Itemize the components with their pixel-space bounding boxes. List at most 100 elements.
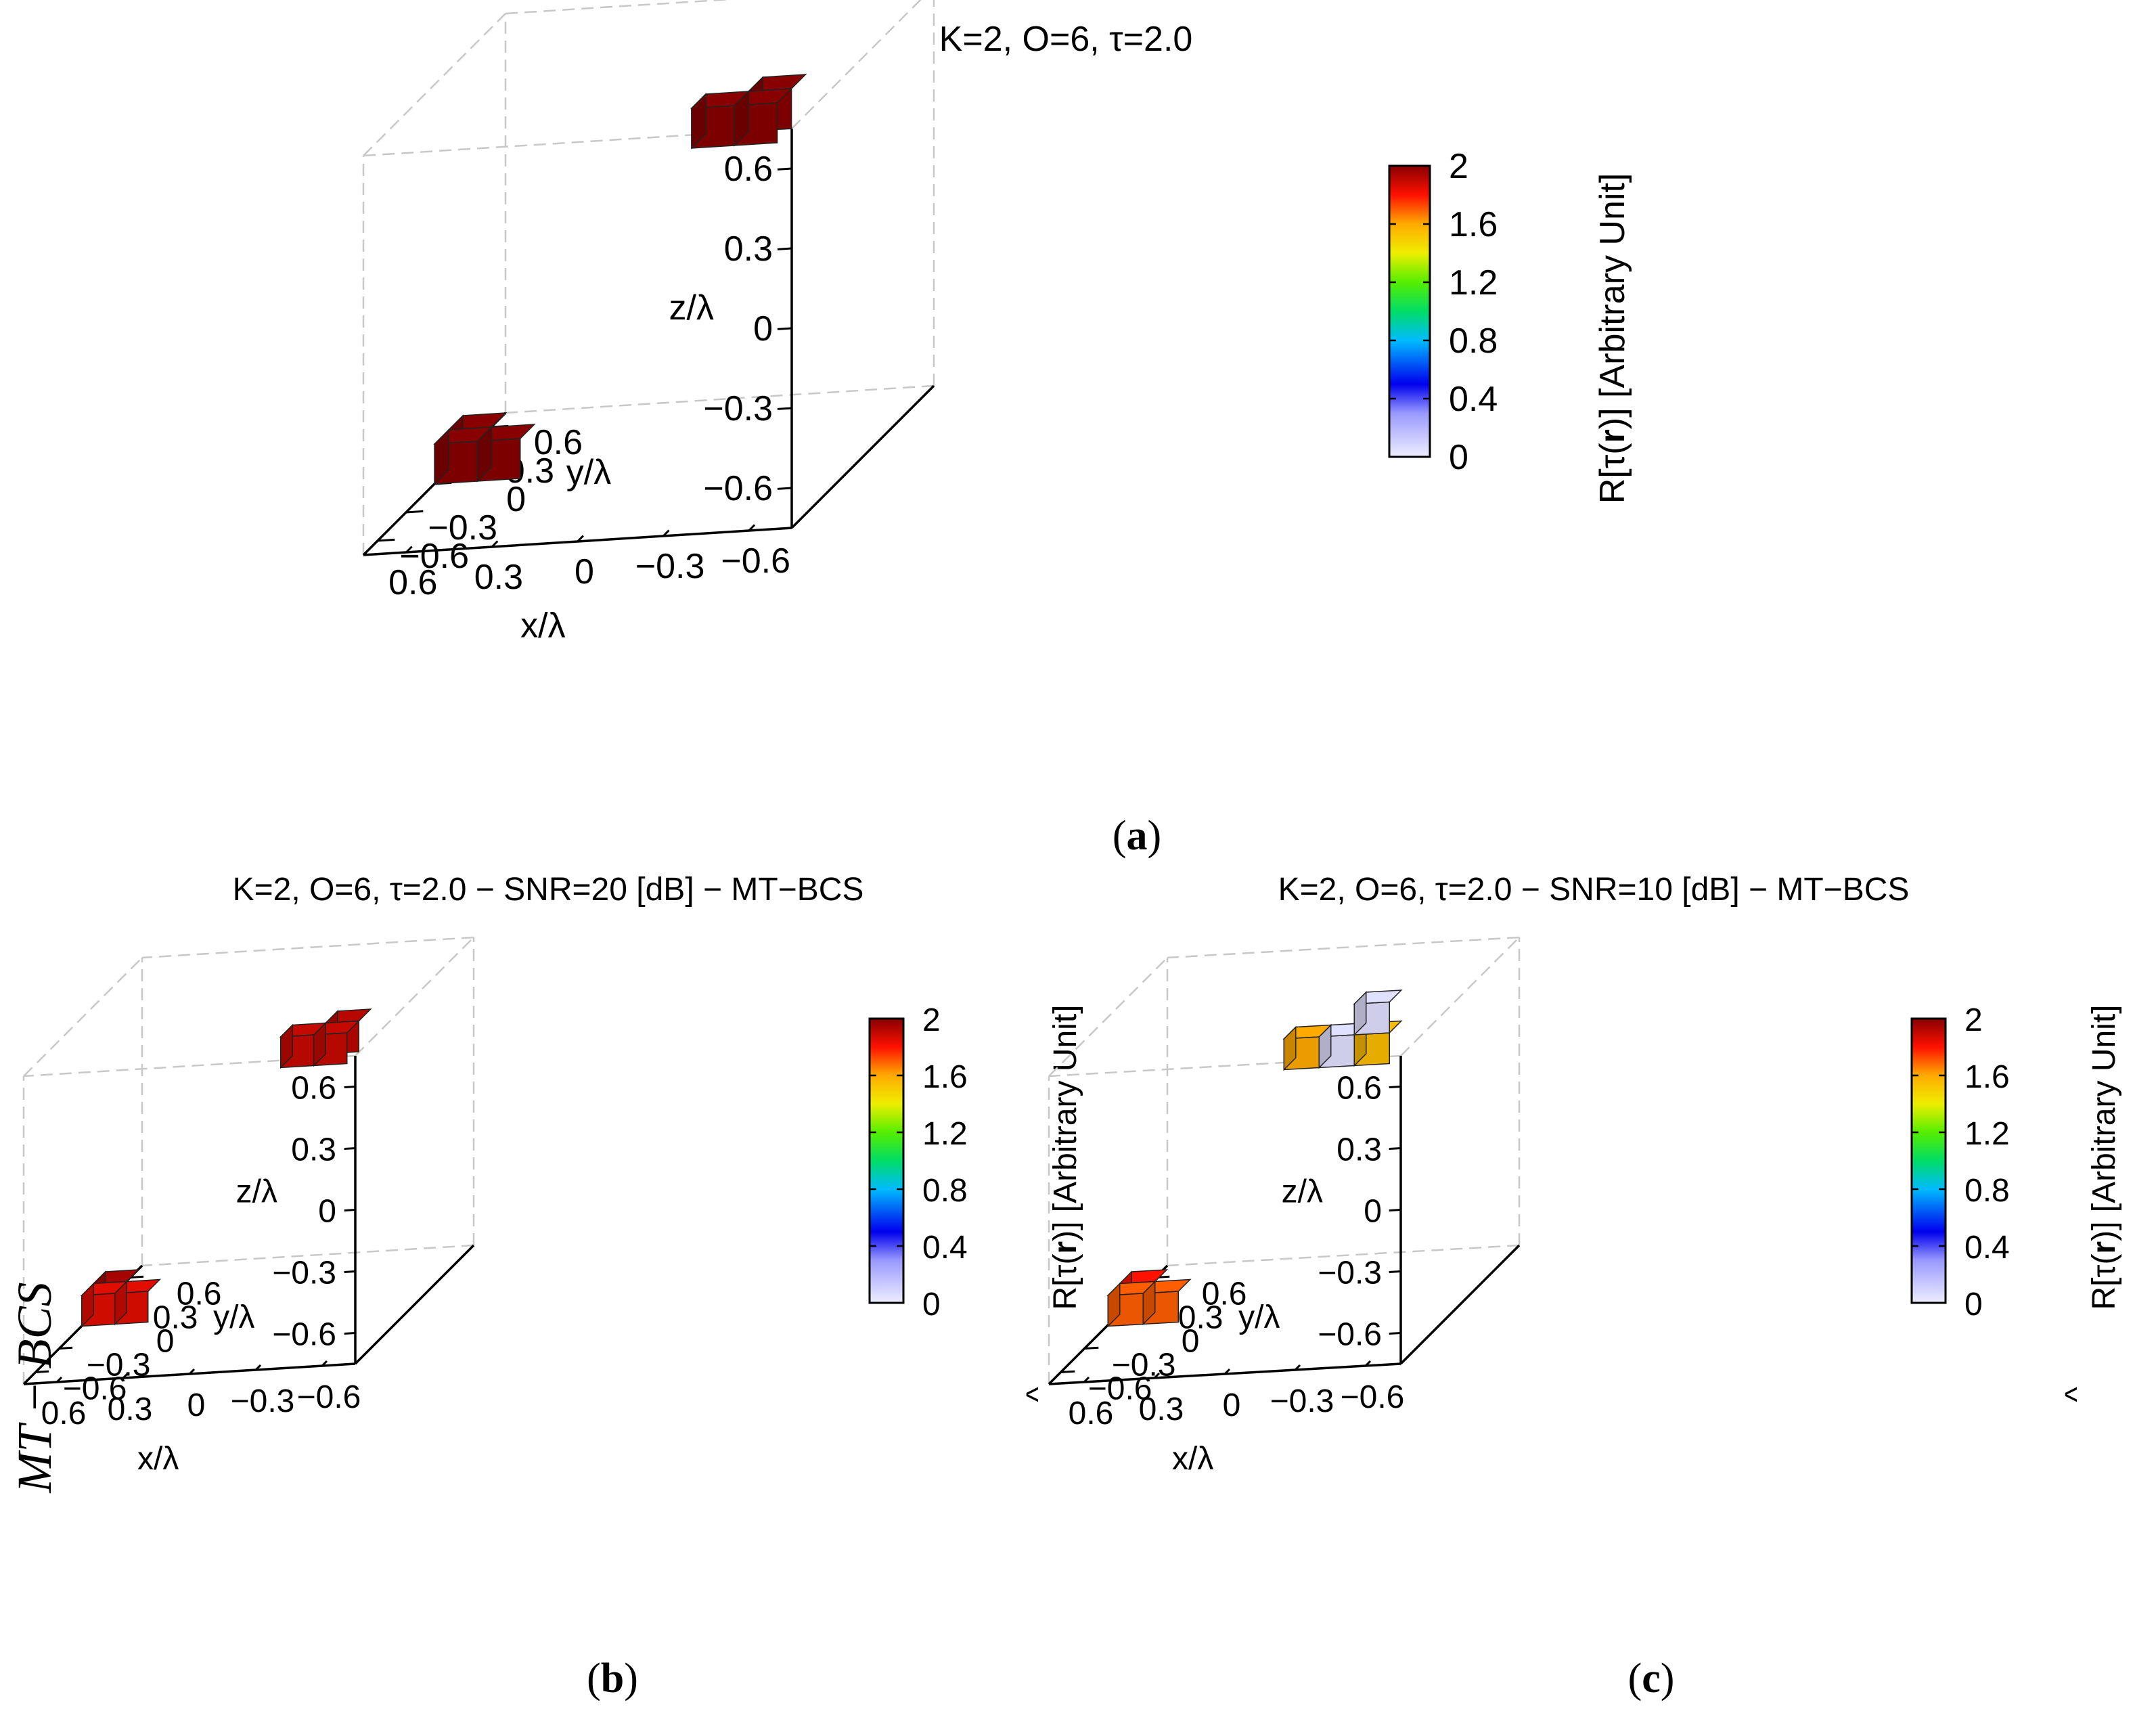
voxel-side	[1283, 1025, 1297, 1071]
z-tick	[344, 1086, 356, 1088]
z-tick-label: 0	[1364, 1194, 1382, 1230]
y-tick-label: 0.3	[1178, 1300, 1223, 1336]
voxel-side	[1107, 1282, 1121, 1328]
z-tick-label: −0.3	[272, 1255, 336, 1291]
x-tick	[1364, 1360, 1372, 1367]
x-axis-label: x/λ	[520, 606, 565, 645]
colorbar-tick-label: 0.4	[922, 1230, 968, 1266]
voxel	[80, 1281, 129, 1328]
x-tick-label: −0.3	[635, 547, 705, 586]
box-edge	[1167, 1244, 1520, 1267]
x-tick	[188, 1368, 196, 1375]
x-tick	[1294, 1364, 1301, 1371]
colorbar-tick-label: 0.8	[922, 1173, 968, 1209]
z-tick-label: 0	[753, 309, 773, 349]
z-axis-label: z/λ	[669, 288, 714, 328]
y-tick-label: 0.6	[1202, 1276, 1247, 1312]
voxel-side	[1353, 991, 1367, 1036]
y-tick-label: 0.3	[153, 1300, 198, 1336]
voxel	[1282, 1024, 1332, 1071]
y-tick-label: −0.3	[1112, 1348, 1176, 1383]
voxel-side	[434, 428, 449, 485]
colorbar-tick-label: 0.4	[1964, 1230, 2010, 1266]
x-tick-label: 0.3	[1139, 1392, 1184, 1427]
colorbar-tick-label: 0	[922, 1287, 941, 1322]
z-tick-label: −0.6	[703, 469, 773, 508]
x-tick	[55, 1376, 63, 1383]
z-tick-label: 0.6	[1337, 1071, 1382, 1107]
panel-a: −0.6−0.300.30.6−0.6−0.300.30.6−0.6−0.300…	[362, 0, 1632, 859]
z-tick-label: 0	[318, 1194, 336, 1230]
y-axis-front-line	[354, 1244, 475, 1365]
x-tick-label: −0.6	[297, 1379, 361, 1415]
z-tick	[344, 1332, 356, 1335]
y-axis-label: y/λ	[566, 453, 611, 492]
colorbar-tick-label: 2	[1449, 147, 1468, 186]
y-tick	[377, 538, 395, 542]
panel-caption: (c)	[1628, 1655, 1675, 1701]
voxel	[733, 88, 793, 147]
x-tick-label: −0.3	[231, 1383, 295, 1419]
y-tick	[405, 510, 424, 514]
box-edge	[23, 1054, 356, 1077]
voxel-side	[280, 1023, 293, 1069]
x-tick-label: 0	[187, 1387, 206, 1423]
box-edge	[355, 937, 474, 1056]
colorbar-tick-label: 2	[922, 1002, 941, 1038]
panel-b: −0.6−0.300.30.6−0.6−0.300.30.6−0.6−0.300…	[22, 872, 1083, 1701]
box-edge	[791, 0, 922, 129]
y-axis-front-line	[790, 384, 935, 529]
x-tick-label: −0.3	[1270, 1383, 1334, 1419]
box-edge	[505, 384, 935, 414]
colorbar-label: R[τ(r)] [Arbitrary Unit]	[1593, 173, 1632, 504]
z-tick-label: 0.6	[291, 1071, 336, 1107]
z-tick	[777, 327, 792, 330]
x-tick-label: −0.6	[721, 541, 790, 581]
x-tick	[577, 535, 584, 543]
colorbar	[1388, 164, 1431, 458]
x-tick-label: 0	[1223, 1387, 1241, 1423]
box-edge	[363, 13, 506, 156]
y-tick-label: 0	[506, 480, 526, 519]
voxel	[1353, 989, 1403, 1036]
x-tick	[122, 1372, 129, 1379]
panel-title: K=2, O=6, τ=2.0 − SNR=10 [dB] − MT−BCS	[1278, 872, 1910, 908]
y-tick-label: 0	[156, 1324, 175, 1360]
colorbar-tick-label: 0	[1449, 438, 1468, 477]
y-axis-label: y/λ	[213, 1299, 254, 1335]
y-tick-label: −0.6	[1088, 1371, 1152, 1407]
z-tick	[1389, 1209, 1401, 1211]
z-tick-label: −0.6	[1318, 1317, 1382, 1353]
panel-caption: (a)	[1113, 813, 1161, 859]
colorbar	[868, 1017, 905, 1304]
x-tick	[1083, 1376, 1090, 1383]
colorbar	[1910, 1017, 1947, 1304]
z-tick	[777, 247, 792, 250]
x-tick	[254, 1364, 262, 1371]
y-tick-label: −0.6	[399, 537, 469, 576]
hat-accent: ^	[2059, 1387, 2095, 1402]
x-tick	[321, 1360, 328, 1367]
colorbar-tick-label: 1.2	[1449, 263, 1498, 303]
x-tick-label: 0.6	[1069, 1396, 1114, 1431]
box-edge	[1400, 937, 1520, 1056]
colorbar-tick-label: 1.2	[922, 1116, 968, 1152]
colorbar-tick-label: 1.6	[922, 1059, 968, 1095]
x-tick-label: 0.3	[108, 1392, 153, 1427]
z-tick	[777, 487, 792, 490]
z-axis-label: z/λ	[236, 1174, 277, 1209]
y-tick-label: 0.6	[177, 1276, 222, 1312]
x-tick-label: −0.6	[1341, 1379, 1405, 1415]
x-tick-label: 0.6	[41, 1396, 87, 1431]
colorbar-label: R[τ(r)] [Arbitrary Unit]	[2086, 1004, 2122, 1310]
colorbar-tick-label: 1.6	[1964, 1059, 2010, 1095]
voxel-side	[81, 1282, 94, 1328]
x-tick	[405, 546, 413, 554]
box-edge	[23, 957, 143, 1077]
y-tick-label: −0.6	[63, 1371, 127, 1407]
x-tick-label: 0.3	[474, 558, 523, 597]
voxel	[433, 426, 493, 485]
z-tick-label: −0.3	[703, 389, 773, 428]
panel-title: K=2, O=6, τ=2.0	[939, 20, 1193, 59]
